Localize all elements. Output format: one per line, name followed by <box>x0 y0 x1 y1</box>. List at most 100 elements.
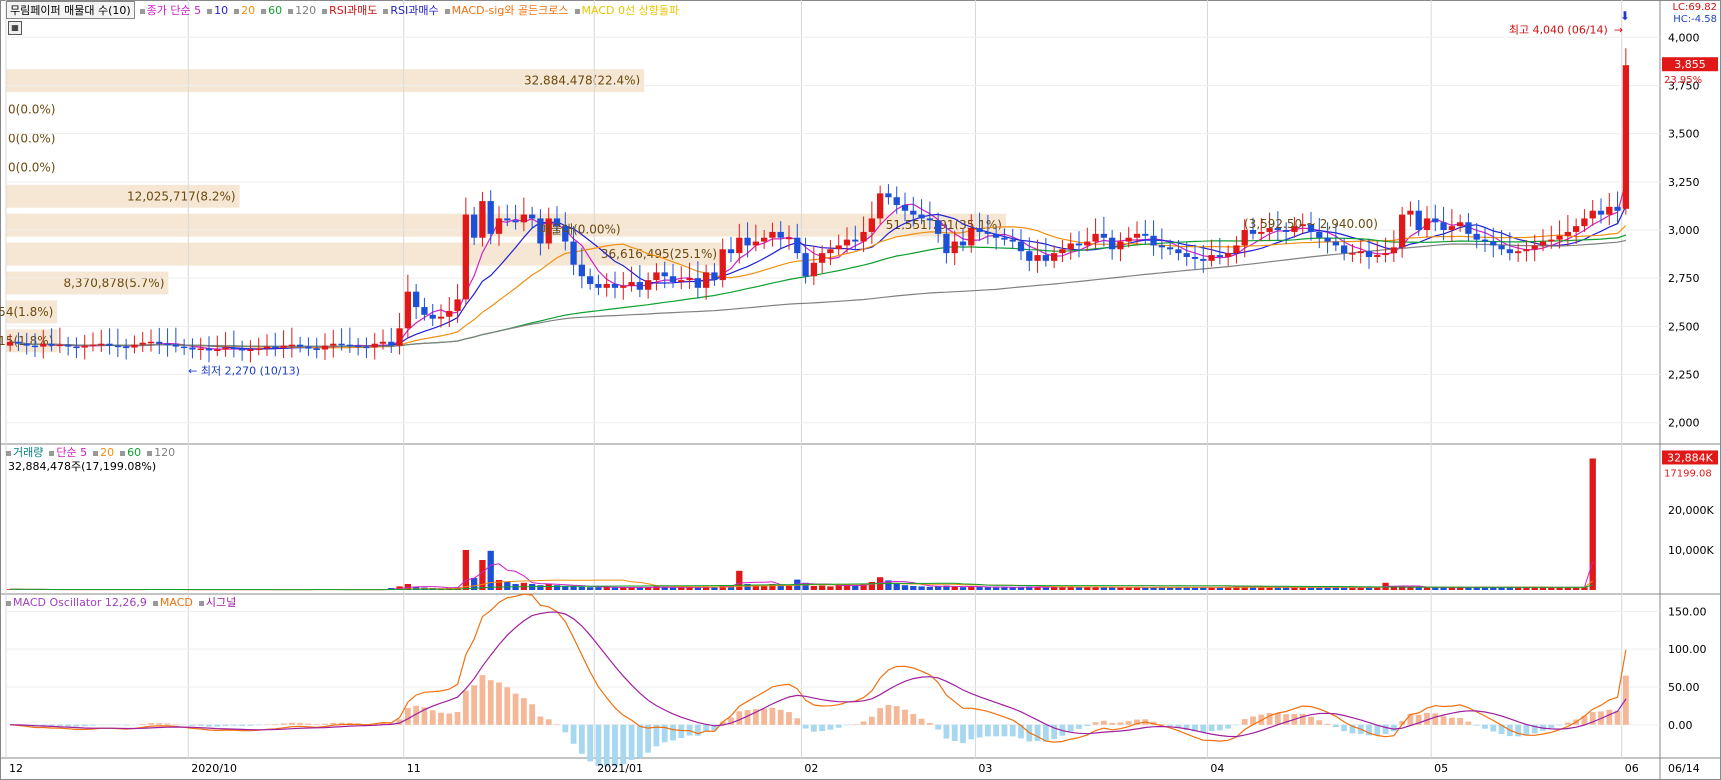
legend-swatch <box>93 450 99 456</box>
candle-body <box>644 280 652 290</box>
candle-body <box>197 348 204 351</box>
price-tick-label: 2,000 <box>1668 417 1700 430</box>
volume-bar <box>1166 587 1174 590</box>
candle-body <box>1249 230 1257 234</box>
volume-profile-label: 32,884,478(22.4%) <box>524 74 640 88</box>
candle-body <box>794 237 801 254</box>
price-tick-label: 3,000 <box>1668 224 1700 237</box>
candle-body <box>984 231 992 234</box>
legend-item[interactable]: 종가 단순 5 <box>146 4 202 17</box>
macd-osc-bar <box>81 724 88 727</box>
candle-body <box>56 344 64 347</box>
legend-item[interactable]: 60 <box>127 446 142 459</box>
volume-bar <box>951 586 958 590</box>
macd-osc-bar <box>761 708 768 725</box>
legend-item[interactable]: 20 <box>100 446 115 459</box>
macd-osc-bar <box>603 724 610 767</box>
candle-body <box>1067 243 1074 250</box>
legend-items: 종가 단순 5 10 20 60 120 RSI과매도 RSI과매수 MACD-sig와 골든… <box>139 2 685 18</box>
high-annotation: 최고 4,040 (06/14) <box>1509 24 1608 37</box>
legend-item[interactable]: MACD Oscillator 12,26,9 <box>13 596 147 609</box>
candle-body <box>214 349 221 351</box>
volume-bar <box>661 587 668 590</box>
macd-osc-bar <box>1614 710 1621 725</box>
candle-body <box>1374 255 1381 257</box>
volume-bar <box>644 587 652 590</box>
candle-body <box>1092 233 1099 242</box>
candle-body <box>570 241 577 265</box>
volume-bar <box>1498 587 1505 590</box>
legend-item[interactable]: 120 <box>295 4 317 17</box>
legend-item[interactable]: RSI과매수 <box>390 4 439 17</box>
macd-osc-bar <box>172 724 179 725</box>
candle-body <box>1581 218 1588 227</box>
legend-swatch <box>234 8 240 14</box>
price-legend: 무림페이퍼 매물대 수(10) 종가 단순 5 10 20 60 120 RSI과매도 RS… <box>6 1 685 19</box>
candle-body <box>1050 253 1058 261</box>
candle-body <box>628 282 635 286</box>
volume-bar <box>1299 587 1306 590</box>
macd-osc-bar <box>578 724 585 754</box>
volume-bar <box>1059 586 1066 590</box>
volume-bar <box>694 587 702 590</box>
candle-body <box>586 276 594 284</box>
legend-item[interactable]: 120 <box>154 446 176 459</box>
candle-body <box>321 345 329 350</box>
calculator-icon[interactable]: ▦ <box>8 21 22 35</box>
legend-item[interactable]: MACD 0선 상향돌파 <box>581 4 680 17</box>
candle-body <box>653 272 660 281</box>
macd-osc-bar <box>1407 713 1414 725</box>
legend-item[interactable]: 시그널 <box>205 596 237 609</box>
volume-profile-label: 0(0.0%) <box>8 160 55 174</box>
volume-legend: 거래량 단순 5 20 60 120 <box>6 444 181 460</box>
macd-osc-bar <box>496 682 502 725</box>
volume-bar <box>926 586 934 590</box>
macd-osc-bar <box>512 693 519 725</box>
candle-body <box>1208 255 1215 261</box>
macd-osc-bar <box>1366 724 1372 736</box>
macd-osc-bar <box>214 724 221 727</box>
macd-osc-bar <box>1067 724 1074 732</box>
macd-osc-bar <box>1258 714 1265 725</box>
candle-body <box>760 237 768 242</box>
legend-item[interactable]: 거래량 <box>13 446 44 459</box>
legend-swatch <box>383 8 389 14</box>
macd-osc-bar <box>645 724 652 753</box>
volume-bar <box>1150 587 1157 590</box>
volume-bar <box>1158 587 1166 590</box>
candle-body <box>1100 233 1108 238</box>
candle-body <box>479 201 486 238</box>
volume-bar <box>603 587 610 590</box>
legend-item[interactable]: 60 <box>268 4 283 17</box>
legend-swatch <box>139 8 145 14</box>
candle-body <box>620 285 627 288</box>
legend-item[interactable]: MACD-sig와 골든크로스 <box>451 4 569 17</box>
macd-osc-bar <box>1415 714 1422 725</box>
indicator-button[interactable]: 무림페이퍼 매물대 수(10) <box>6 1 135 19</box>
x-tick-label: 06/14 <box>1668 762 1700 775</box>
volume-bar <box>711 586 718 590</box>
volume-profile-bar <box>6 271 169 295</box>
candle-body <box>114 345 122 348</box>
legend-item[interactable]: 단순 5 <box>56 446 88 459</box>
legend-item[interactable]: MACD <box>159 596 193 609</box>
legend-item[interactable]: 10 <box>214 4 229 17</box>
candle-body <box>1142 233 1149 236</box>
legend-item[interactable]: 20 <box>241 4 256 17</box>
macd-osc-bar <box>1092 722 1099 725</box>
macd-osc-bar <box>1490 724 1497 732</box>
macd-osc-bar <box>612 724 618 767</box>
candle-body <box>1324 237 1331 242</box>
legend-item[interactable]: RSI과매도 <box>329 4 378 17</box>
macd-osc-bar <box>1589 712 1596 725</box>
macd-osc-bar <box>297 722 304 725</box>
candle-body <box>777 231 784 238</box>
candle-body <box>1415 210 1422 230</box>
macd-osc-bar <box>1556 724 1563 726</box>
macd-osc-bar <box>1548 724 1555 729</box>
volume-bar <box>736 570 743 590</box>
macd-osc-bar <box>827 724 834 730</box>
candle-body <box>222 347 229 350</box>
macd-osc-bar <box>918 718 925 725</box>
